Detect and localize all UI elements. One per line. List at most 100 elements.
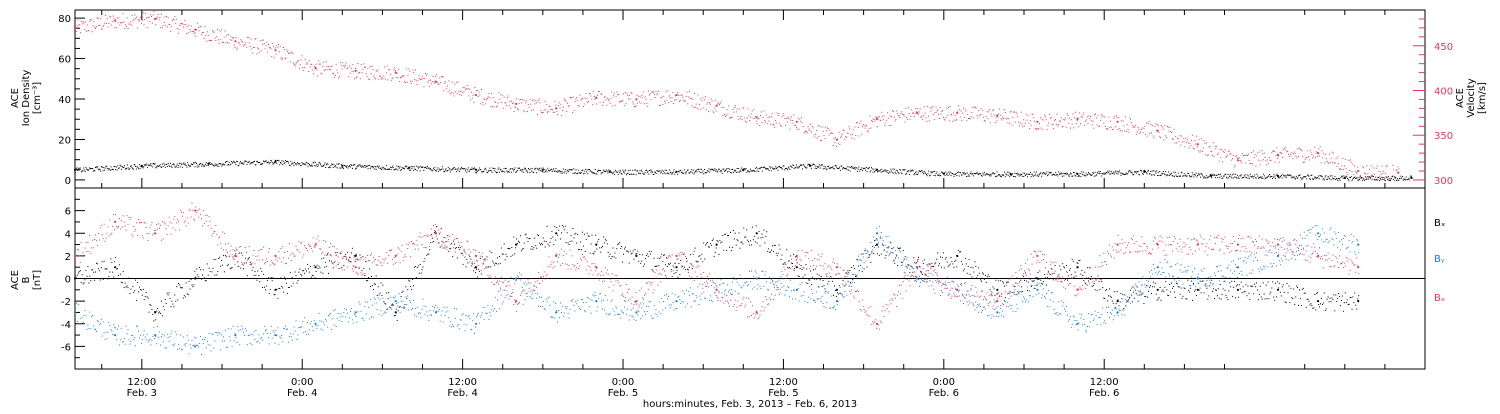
scatter-dot — [1349, 304, 1350, 305]
scatter-dot — [926, 174, 927, 175]
scatter-dot — [219, 257, 220, 258]
scatter-dot — [690, 254, 691, 255]
scatter-dot — [1087, 116, 1088, 117]
scatter-dot — [1066, 127, 1067, 128]
scatter-dot — [853, 167, 854, 168]
scatter-dot — [197, 166, 198, 167]
scatter-dot — [1339, 296, 1340, 297]
scatter-dot — [1207, 299, 1208, 300]
scatter-dot — [1104, 172, 1105, 173]
scatter-dot — [239, 43, 240, 44]
scatter-dot — [1236, 285, 1237, 286]
scatter-dot — [320, 64, 321, 65]
scatter-dot — [864, 125, 865, 126]
scatter-dot — [377, 166, 378, 167]
scatter-dot — [881, 112, 882, 113]
scatter-dot — [432, 238, 433, 239]
scatter-dot — [669, 170, 670, 171]
scatter-dot — [775, 166, 776, 167]
scatter-dot — [194, 162, 195, 163]
scatter-dot — [1147, 173, 1148, 174]
scatter-dot — [1000, 115, 1001, 116]
scatter-dot — [1352, 296, 1353, 297]
scatter-dot — [1114, 174, 1115, 175]
scatter-dot — [353, 266, 354, 267]
scatter-dot — [1240, 160, 1241, 161]
scatter-dot — [841, 136, 842, 137]
scatter-dot — [922, 119, 923, 120]
scatter-dot — [326, 266, 327, 267]
scatter-dot — [216, 274, 217, 275]
scatter-dot — [1336, 166, 1337, 167]
scatter-dot — [374, 166, 375, 167]
scatter-dot — [958, 171, 959, 172]
scatter-dot — [938, 175, 939, 176]
scatter-dot — [317, 265, 318, 266]
scatter-dot — [160, 164, 161, 165]
scatter-dot — [1259, 294, 1260, 295]
scatter-dot — [444, 171, 445, 172]
scatter-dot — [1300, 177, 1301, 178]
scatter-dot — [1017, 173, 1018, 174]
scatter-dot — [455, 91, 456, 92]
scatter-dot — [159, 19, 160, 20]
scatter-dot — [530, 249, 531, 250]
scatter-dot — [1127, 173, 1128, 174]
scatter-dot — [546, 170, 547, 171]
scatter-dot — [1287, 151, 1288, 152]
scatter-dot — [1332, 177, 1333, 178]
scatter-dot — [450, 248, 451, 249]
scatter-dot — [157, 17, 158, 18]
scatter-dot — [262, 287, 263, 288]
scatter-dot — [1092, 286, 1093, 287]
scatter-dot — [1305, 176, 1306, 177]
scatter-dot — [422, 76, 423, 77]
scatter-dot — [810, 271, 811, 272]
scatter-dot — [119, 264, 120, 265]
scatter-dot — [1347, 178, 1348, 179]
scatter-dot — [1100, 120, 1101, 121]
scatter-dot — [1382, 166, 1383, 167]
scatter-dot — [803, 277, 804, 278]
scatter-dot — [128, 28, 129, 29]
scatter-dot — [1049, 172, 1050, 173]
scatter-dot — [503, 108, 504, 109]
scatter-dot — [802, 169, 803, 170]
scatter-dot — [1279, 162, 1280, 163]
scatter-dot — [941, 114, 942, 115]
scatter-dot — [1045, 116, 1046, 117]
scatter-dot — [809, 130, 810, 131]
scatter-dot — [405, 166, 406, 167]
scatter-dot — [954, 261, 955, 262]
scatter-dot — [239, 252, 240, 253]
scatter-dot — [274, 162, 275, 163]
scatter-dot — [515, 247, 516, 248]
scatter-dot — [470, 100, 471, 101]
scatter-dot — [1061, 173, 1062, 174]
scatter-dot — [334, 262, 335, 263]
scatter-dot — [745, 121, 746, 122]
scatter-dot — [625, 247, 626, 248]
scatter-dot — [1065, 118, 1066, 119]
scatter-dot — [678, 263, 679, 264]
scatter-dot — [1254, 157, 1255, 158]
scatter-dot — [1017, 114, 1018, 115]
scatter-dot — [587, 173, 588, 174]
scatter-dot — [1187, 176, 1188, 177]
scatter-dot — [1030, 279, 1031, 280]
scatter-dot — [418, 265, 419, 266]
scatter-dot — [1067, 173, 1068, 174]
scatter-dot — [464, 91, 465, 92]
scatter-dot — [912, 272, 913, 273]
scatter-dot — [619, 242, 620, 243]
scatter-dot — [825, 288, 826, 289]
scatter-dot — [1202, 281, 1203, 282]
scatter-dot — [892, 172, 893, 173]
scatter-dot — [336, 164, 337, 165]
scatter-dot — [1244, 175, 1245, 176]
scatter-dot — [1340, 180, 1341, 181]
scatter-dot — [1043, 281, 1044, 282]
scatter-dot — [783, 113, 784, 114]
scatter-dot — [855, 169, 856, 170]
scatter-dot — [186, 33, 187, 34]
